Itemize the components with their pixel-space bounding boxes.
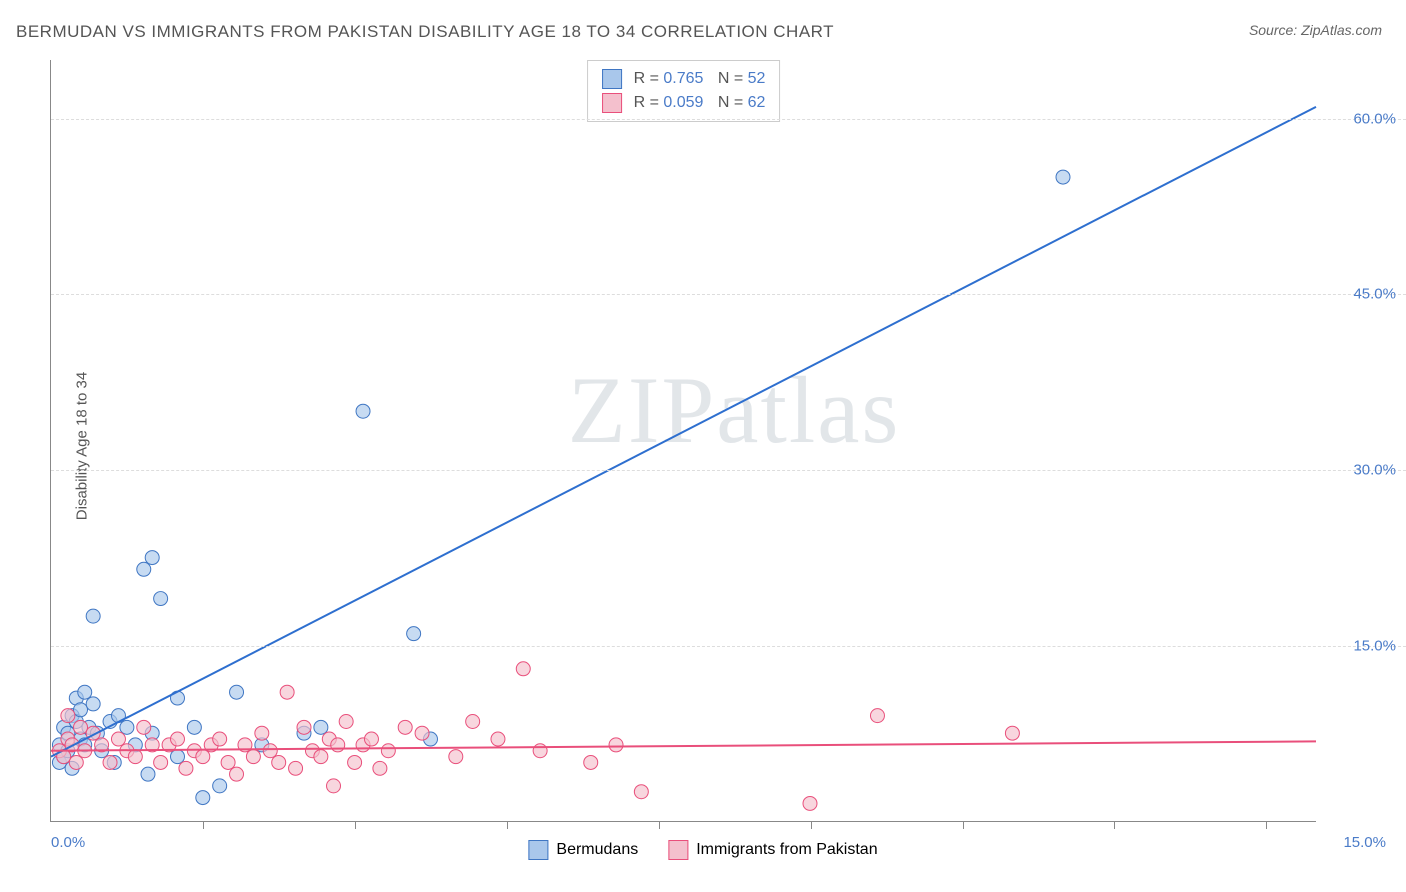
legend-series: Bermudans Immigrants from Pakistan bbox=[528, 840, 877, 860]
data-point bbox=[533, 744, 547, 758]
legend-series-label: Bermudans bbox=[556, 841, 638, 859]
data-point bbox=[145, 551, 159, 565]
data-point bbox=[491, 732, 505, 746]
data-point bbox=[348, 755, 362, 769]
x-tick bbox=[203, 821, 204, 829]
legend-series-label: Immigrants from Pakistan bbox=[696, 841, 877, 859]
x-end-label: 15.0% bbox=[1343, 834, 1386, 851]
data-point bbox=[373, 761, 387, 775]
legend-series-item: Bermudans bbox=[528, 840, 638, 860]
data-point bbox=[137, 562, 151, 576]
plot-svg bbox=[51, 60, 1316, 821]
data-point bbox=[407, 627, 421, 641]
data-point bbox=[609, 738, 623, 752]
y-tick-label: 15.0% bbox=[1353, 638, 1396, 655]
plot-area: ZIPatlas R = 0.765 N = 52 R = 0.059 N = … bbox=[50, 60, 1316, 822]
data-point bbox=[69, 755, 83, 769]
x-tick bbox=[811, 821, 812, 829]
chart-container: BERMUDAN VS IMMIGRANTS FROM PAKISTAN DIS… bbox=[0, 0, 1406, 892]
data-point bbox=[187, 720, 201, 734]
data-point bbox=[870, 709, 884, 723]
data-point bbox=[415, 726, 429, 740]
grid-line bbox=[51, 646, 1406, 647]
data-point bbox=[1005, 726, 1019, 740]
data-point bbox=[120, 720, 134, 734]
trend-line bbox=[51, 107, 1316, 757]
y-tick-label: 45.0% bbox=[1353, 286, 1396, 303]
data-point bbox=[297, 720, 311, 734]
grid-line bbox=[51, 119, 1406, 120]
data-point bbox=[516, 662, 530, 676]
data-point bbox=[154, 755, 168, 769]
x-tick bbox=[507, 821, 508, 829]
data-point bbox=[128, 750, 142, 764]
data-point bbox=[61, 709, 75, 723]
data-point bbox=[78, 685, 92, 699]
source-label: Source: ZipAtlas.com bbox=[1249, 22, 1382, 38]
data-point bbox=[196, 750, 210, 764]
data-point bbox=[356, 404, 370, 418]
data-point bbox=[803, 796, 817, 810]
data-point bbox=[381, 744, 395, 758]
data-point bbox=[137, 720, 151, 734]
data-point bbox=[141, 767, 155, 781]
legend-correlation: R = 0.765 N = 52 R = 0.059 N = 62 bbox=[587, 60, 781, 122]
data-point bbox=[74, 703, 88, 717]
data-point bbox=[1056, 170, 1070, 184]
data-point bbox=[331, 738, 345, 752]
data-point bbox=[179, 761, 193, 775]
data-point bbox=[314, 750, 328, 764]
data-point bbox=[171, 750, 185, 764]
data-point bbox=[364, 732, 378, 746]
data-point bbox=[449, 750, 463, 764]
x-tick bbox=[355, 821, 356, 829]
data-point bbox=[86, 697, 100, 711]
data-point bbox=[230, 767, 244, 781]
data-point bbox=[466, 714, 480, 728]
data-point bbox=[289, 761, 303, 775]
x-tick bbox=[963, 821, 964, 829]
data-point bbox=[398, 720, 412, 734]
legend-correlation-row: R = 0.765 N = 52 bbox=[602, 67, 766, 91]
data-point bbox=[221, 755, 235, 769]
grid-line bbox=[51, 294, 1406, 295]
data-point bbox=[339, 714, 353, 728]
x-tick bbox=[1114, 821, 1115, 829]
x-origin-label: 0.0% bbox=[51, 834, 85, 851]
legend-correlation-row: R = 0.059 N = 62 bbox=[602, 91, 766, 115]
data-point bbox=[196, 791, 210, 805]
data-point bbox=[103, 755, 117, 769]
legend-series-item: Immigrants from Pakistan bbox=[668, 840, 877, 860]
data-point bbox=[74, 720, 88, 734]
data-point bbox=[86, 609, 100, 623]
grid-line bbox=[51, 470, 1406, 471]
x-tick bbox=[659, 821, 660, 829]
data-point bbox=[230, 685, 244, 699]
data-point bbox=[584, 755, 598, 769]
data-point bbox=[246, 750, 260, 764]
legend-swatch bbox=[668, 840, 688, 860]
data-point bbox=[213, 732, 227, 746]
legend-swatch bbox=[602, 69, 622, 89]
data-point bbox=[634, 785, 648, 799]
legend-swatch bbox=[528, 840, 548, 860]
chart-title: BERMUDAN VS IMMIGRANTS FROM PAKISTAN DIS… bbox=[16, 22, 834, 42]
legend-swatch bbox=[602, 93, 622, 113]
data-point bbox=[171, 732, 185, 746]
y-tick-label: 30.0% bbox=[1353, 462, 1396, 479]
data-point bbox=[213, 779, 227, 793]
data-point bbox=[154, 592, 168, 606]
data-point bbox=[263, 744, 277, 758]
data-point bbox=[255, 726, 269, 740]
y-tick-label: 60.0% bbox=[1353, 110, 1396, 127]
x-tick bbox=[1266, 821, 1267, 829]
data-point bbox=[272, 755, 286, 769]
data-point bbox=[111, 732, 125, 746]
data-point bbox=[327, 779, 341, 793]
data-point bbox=[314, 720, 328, 734]
data-point bbox=[280, 685, 294, 699]
